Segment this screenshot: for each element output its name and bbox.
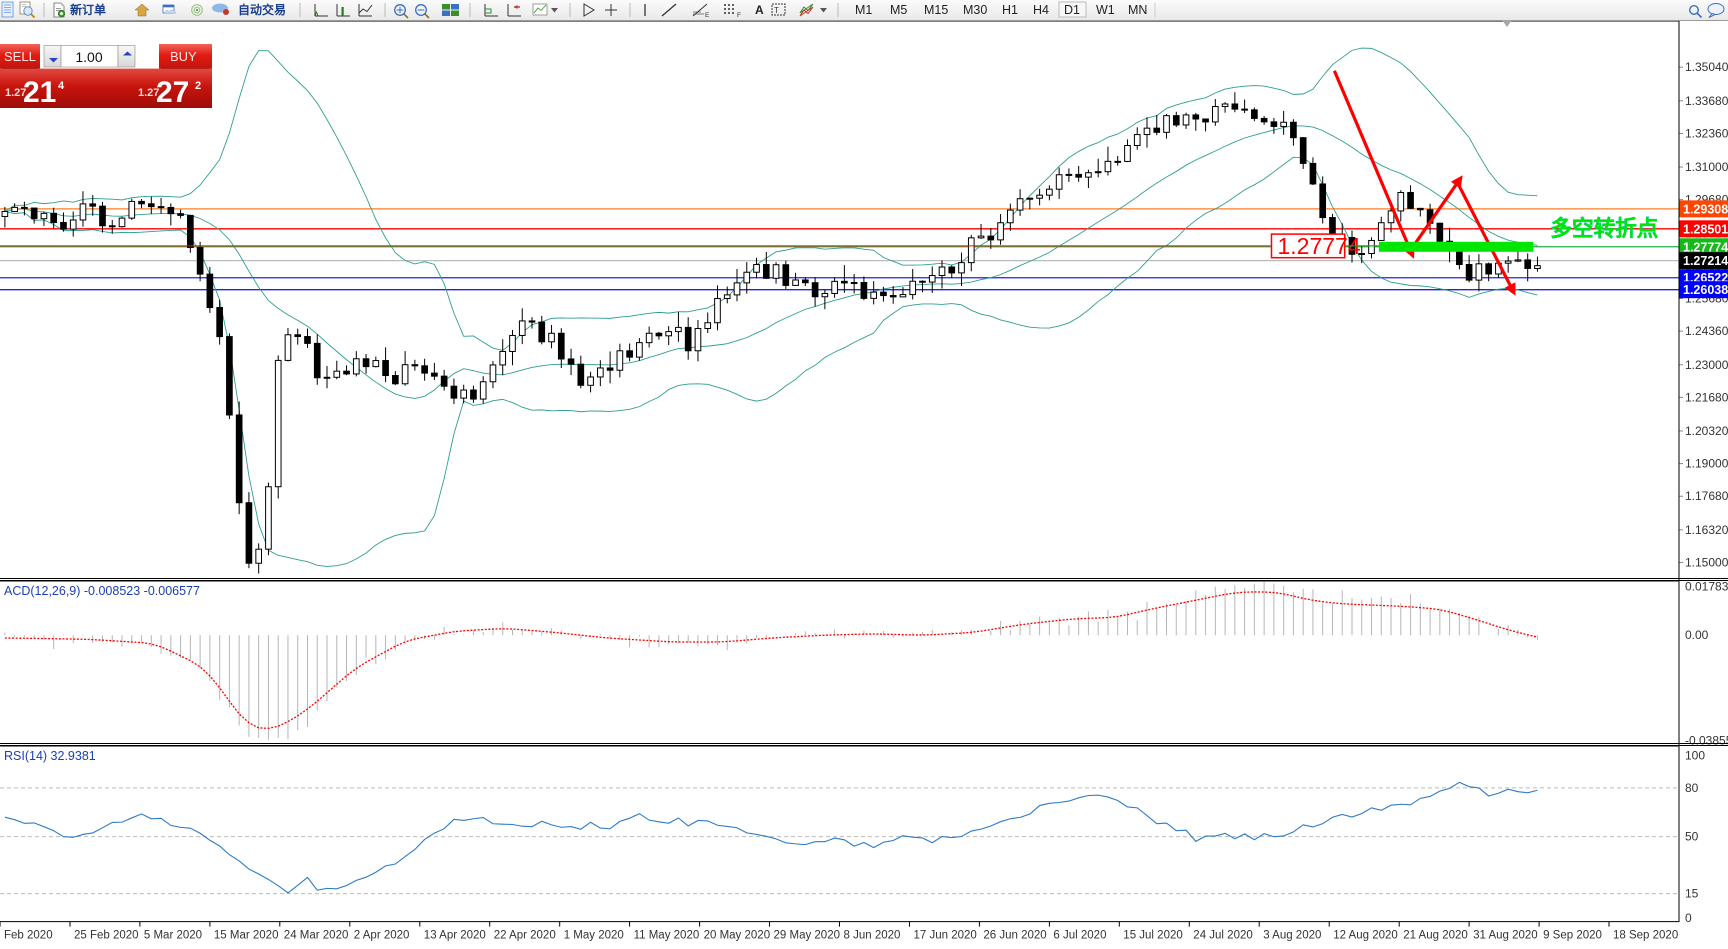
svg-text:1.20320: 1.20320 xyxy=(1685,424,1728,438)
svg-text:29 May 2020: 29 May 2020 xyxy=(774,930,841,942)
svg-text:11 May 2020: 11 May 2020 xyxy=(634,930,700,942)
svg-text:1.19000: 1.19000 xyxy=(1685,457,1728,471)
svg-text:8 Jun 2020: 8 Jun 2020 xyxy=(844,930,901,942)
svg-text:15 Jul 2020: 15 Jul 2020 xyxy=(1123,930,1182,942)
svg-text:12 Aug 2020: 12 Aug 2020 xyxy=(1333,930,1398,942)
svg-text:SELL: SELL xyxy=(4,49,36,64)
svg-text:21: 21 xyxy=(23,76,56,108)
svg-text:H1: H1 xyxy=(1002,3,1018,17)
svg-text:0.017833: 0.017833 xyxy=(1685,581,1728,594)
svg-text:50: 50 xyxy=(1685,830,1699,844)
svg-text:1.33680: 1.33680 xyxy=(1685,94,1728,108)
svg-text:1.16320: 1.16320 xyxy=(1685,523,1728,537)
svg-text:1.28501: 1.28501 xyxy=(1683,222,1728,236)
svg-text:ACD(12,26,9) -0.008523 -0.0065: ACD(12,26,9) -0.008523 -0.006577 xyxy=(4,584,200,598)
svg-text:A: A xyxy=(755,3,764,17)
svg-text:1.21680: 1.21680 xyxy=(1685,390,1728,404)
svg-text:1.17680: 1.17680 xyxy=(1685,489,1728,503)
svg-text:BUY: BUY xyxy=(170,49,197,64)
svg-text:26 Jun 2020: 26 Jun 2020 xyxy=(983,930,1046,942)
svg-text:1.24360: 1.24360 xyxy=(1685,324,1728,338)
svg-text:15 Mar 2020: 15 Mar 2020 xyxy=(214,930,279,942)
svg-text:0: 0 xyxy=(1685,911,1692,925)
svg-text:6 Jul 2020: 6 Jul 2020 xyxy=(1053,930,1106,942)
svg-text:1.32360: 1.32360 xyxy=(1685,126,1728,140)
svg-text:25 Feb 2020: 25 Feb 2020 xyxy=(74,930,139,942)
svg-text:0.00: 0.00 xyxy=(1685,628,1709,642)
svg-text:1.23000: 1.23000 xyxy=(1685,358,1728,372)
svg-text:1.15000: 1.15000 xyxy=(1685,555,1728,569)
svg-text:1.00: 1.00 xyxy=(75,49,102,65)
svg-text:M1: M1 xyxy=(855,3,872,17)
svg-text:80: 80 xyxy=(1685,781,1699,795)
svg-text:M30: M30 xyxy=(963,3,987,17)
svg-text:2 Apr 2020: 2 Apr 2020 xyxy=(354,930,410,942)
svg-text:1.31000: 1.31000 xyxy=(1685,160,1728,174)
svg-text:2: 2 xyxy=(195,80,201,92)
svg-text:1.29308: 1.29308 xyxy=(1683,202,1728,216)
svg-text:9 Sep 2020: 9 Sep 2020 xyxy=(1543,930,1602,942)
svg-text:3 Aug 2020: 3 Aug 2020 xyxy=(1263,930,1321,942)
svg-text:31 Aug 2020: 31 Aug 2020 xyxy=(1473,930,1538,942)
svg-text:1.26038: 1.26038 xyxy=(1683,283,1728,297)
svg-text:13 Apr 2020: 13 Apr 2020 xyxy=(424,930,486,942)
svg-text:E: E xyxy=(705,12,710,19)
svg-text:Feb 2020: Feb 2020 xyxy=(4,930,53,942)
svg-text:27: 27 xyxy=(156,76,189,108)
svg-text:24 Mar 2020: 24 Mar 2020 xyxy=(284,930,349,942)
svg-text:T: T xyxy=(774,6,779,15)
svg-text:M5: M5 xyxy=(890,3,907,17)
svg-text:21 Aug 2020: 21 Aug 2020 xyxy=(1403,930,1468,942)
svg-text:D1: D1 xyxy=(1064,3,1080,17)
svg-text:多空转折点: 多空转折点 xyxy=(1550,216,1658,241)
svg-text:17 Jun 2020: 17 Jun 2020 xyxy=(914,930,977,942)
svg-text:5 Mar 2020: 5 Mar 2020 xyxy=(144,930,202,942)
svg-text:18 Sep 2020: 18 Sep 2020 xyxy=(1613,930,1678,942)
svg-text:22 Apr 2020: 22 Apr 2020 xyxy=(494,930,556,942)
svg-text:新订单: 新订单 xyxy=(70,2,106,17)
svg-text:15: 15 xyxy=(1685,887,1699,901)
svg-text:1.27214: 1.27214 xyxy=(1683,254,1728,268)
svg-text:自动交易: 自动交易 xyxy=(238,2,286,17)
svg-text:H4: H4 xyxy=(1033,3,1049,17)
svg-text:4: 4 xyxy=(58,80,65,92)
svg-text:MN: MN xyxy=(1128,3,1147,17)
svg-text:1.35040: 1.35040 xyxy=(1685,60,1728,74)
svg-text:F: F xyxy=(737,12,741,19)
svg-text:RSI(14) 32.9381: RSI(14) 32.9381 xyxy=(4,749,96,763)
svg-text:100: 100 xyxy=(1685,748,1705,762)
svg-text:1 May 2020: 1 May 2020 xyxy=(564,930,624,942)
svg-text:20 May 2020: 20 May 2020 xyxy=(704,930,771,942)
svg-text:M15: M15 xyxy=(924,3,948,17)
svg-text:W1: W1 xyxy=(1096,3,1115,17)
svg-text:24 Jul 2020: 24 Jul 2020 xyxy=(1193,930,1252,942)
